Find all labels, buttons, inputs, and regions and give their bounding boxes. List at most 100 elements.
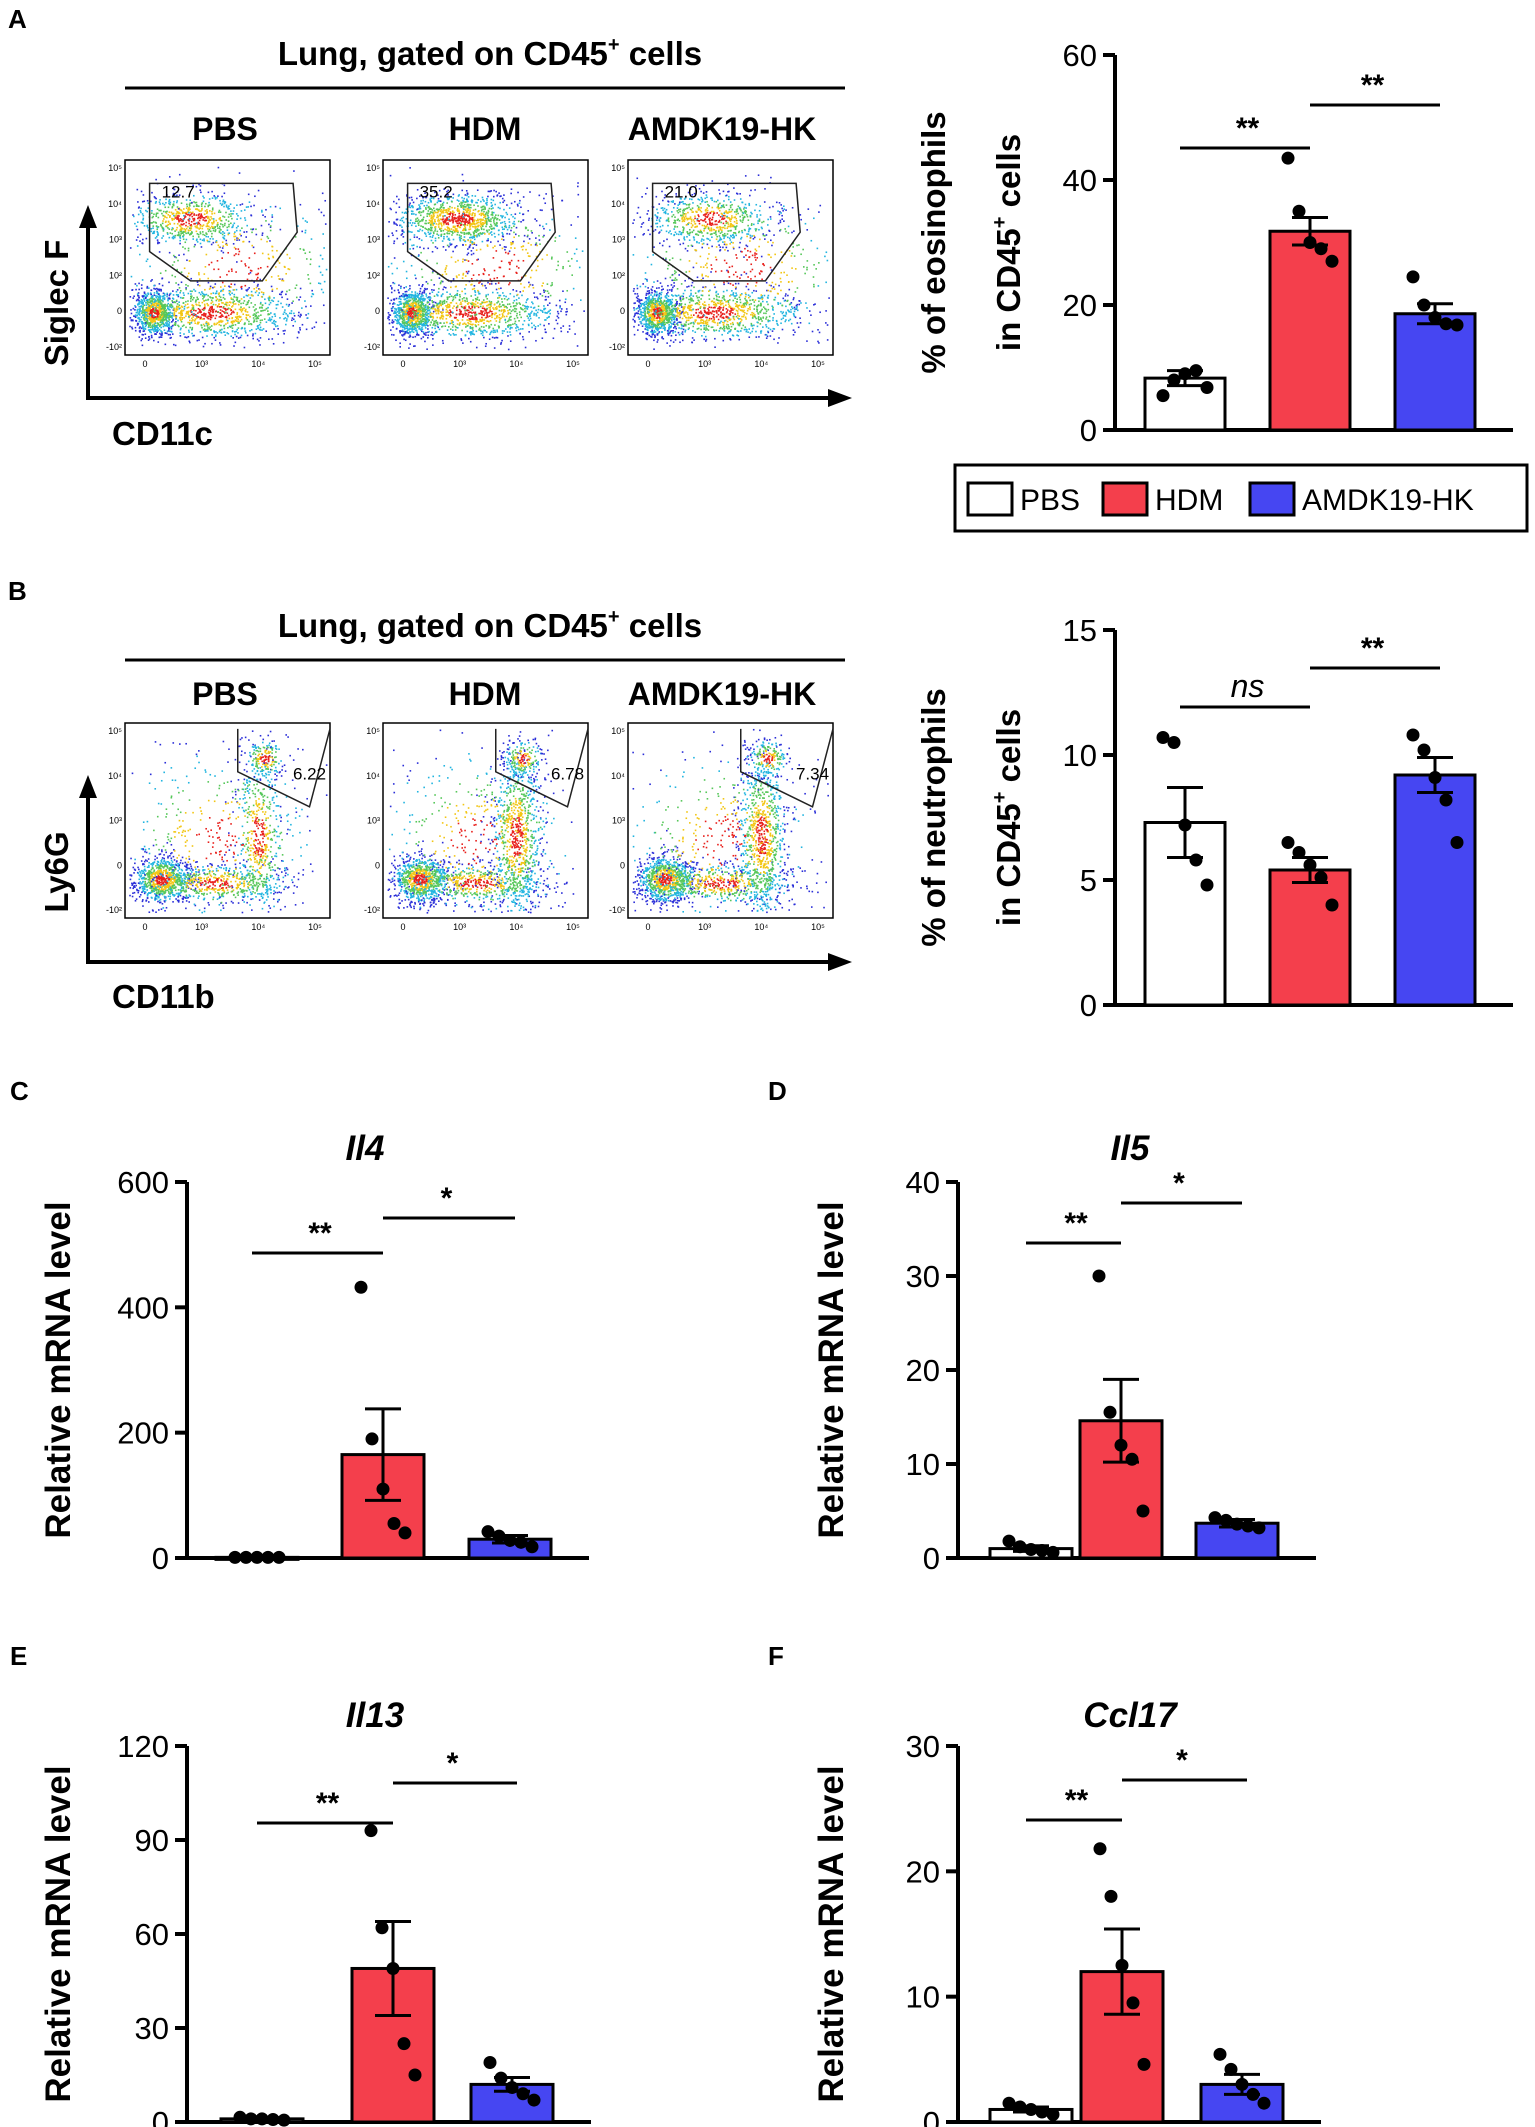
data-point	[503, 1533, 517, 1547]
data-point	[1178, 367, 1192, 381]
flow-tick-label-y: 0	[620, 860, 625, 870]
y-tick-label: 20	[1063, 288, 1097, 323]
significance-label: *	[1176, 1744, 1188, 1777]
flow-tick-label-x: 10⁴	[509, 922, 523, 932]
data-point	[481, 1525, 495, 1539]
panel-letter-A: A	[8, 4, 27, 34]
gate-polygon	[740, 728, 834, 808]
data-point	[1257, 2096, 1271, 2110]
flow-a-header: Lung, gated on CD45+ cells	[278, 34, 702, 72]
bar-hdm	[1268, 229, 1352, 432]
data-point	[1137, 2057, 1151, 2071]
flow-events	[387, 729, 575, 914]
flow-tick-label-y: -10²	[106, 342, 122, 352]
bar-chart-a: 0 20 40 60 % of eosinophils in CD45+ cells ** *…	[915, 38, 1513, 448]
flow-tick-label-y: 10²	[612, 270, 625, 280]
data-point	[1439, 317, 1453, 331]
significance-label: ns	[1231, 668, 1265, 704]
y-axis-label: Relative mRNA level	[39, 1201, 78, 1538]
data-point	[1013, 1540, 1027, 1554]
y-tick-label: 0	[152, 2105, 169, 2127]
flow-tick-label-y: 10⁴	[611, 199, 625, 209]
significance-label: **	[316, 1787, 340, 1820]
significance-label: **	[1361, 632, 1385, 665]
data-point	[1292, 846, 1306, 859]
flow-tick-label-y: -10²	[609, 342, 625, 352]
gate-value: 6.22	[293, 765, 326, 784]
gate-polygon	[148, 182, 298, 282]
y-tick-label: 90	[135, 1823, 169, 1858]
data-point	[387, 1517, 401, 1531]
bar-chart-b: 0 5 10 15 % of neutrophils in CD45+ cells ns **	[915, 613, 1513, 1023]
data-point	[1303, 858, 1317, 872]
data-point	[1325, 254, 1339, 268]
y-tick-label: 20	[906, 1854, 940, 1889]
flow-tick-label-x: 10⁴	[251, 922, 265, 932]
flow-plot-3: 10⁵ 10⁴ 10³ 10² 0 -10² 0 10³ 10⁴ 10⁵ 21.0	[609, 159, 834, 369]
flow-tick-label-y: 10⁴	[366, 771, 380, 781]
chart-title: Il4	[346, 1129, 385, 1168]
legend-label-hdm: HDM	[1155, 484, 1223, 517]
data-point	[386, 1961, 400, 1975]
flow-events	[632, 728, 829, 914]
flow-tick-label-x: 0	[645, 922, 650, 932]
flow-tick-label-y: 10⁵	[108, 163, 122, 173]
flow-a-y-label: Siglec F	[38, 240, 75, 367]
flow-tick-label-y: 10⁴	[108, 771, 122, 781]
flow-tick-label-y: 0	[117, 306, 122, 316]
data-point	[1246, 2087, 1260, 2101]
legend-swatch-amdk	[1248, 481, 1296, 517]
data-point	[516, 2087, 530, 2101]
flow-tick-label-x: 10³	[195, 922, 208, 932]
gate-polygon	[651, 182, 801, 282]
data-point	[1292, 204, 1306, 218]
data-point	[1417, 298, 1431, 312]
y-tick-label: 600	[117, 1165, 169, 1200]
data-point	[1281, 836, 1295, 849]
flow-a-x-arrow	[828, 389, 852, 407]
data-point	[1325, 898, 1339, 912]
flow-a-group-2: HDM	[449, 111, 522, 147]
flow-tick-label-y: 10⁵	[366, 726, 380, 736]
data-point	[1046, 2107, 1060, 2121]
chart-title: Il5	[1111, 1129, 1150, 1168]
flow-tick-label-y: -10²	[364, 905, 380, 915]
y-tick-label: 10	[906, 1980, 940, 2015]
flow-a-group-3: AMDK19-HK	[628, 111, 816, 147]
data-point	[1136, 1504, 1150, 1518]
legend-swatch-hdm	[1101, 481, 1149, 517]
flow-a-group-1: PBS	[192, 111, 258, 147]
y-tick-label: 30	[906, 1729, 940, 1764]
data-point	[1167, 736, 1181, 749]
data-point	[1035, 1543, 1049, 1557]
data-point	[1092, 1269, 1106, 1283]
flow-panel-b: Lung, gated on CD45+ cells PBS HDM AMDK1…	[38, 606, 852, 1015]
flow-events	[129, 166, 328, 349]
data-point	[1213, 2047, 1227, 2061]
y-tick-label: 60	[1063, 38, 1097, 73]
y-tick-label: 0	[1080, 988, 1097, 1023]
chart-title: Ccl17	[1083, 1696, 1178, 1735]
data-point	[1104, 1889, 1118, 1903]
flow-tick-label-x: 0	[400, 922, 405, 932]
data-point	[1189, 853, 1203, 867]
panel-letter-F: F	[768, 1641, 784, 1671]
y-axis-label: Relative mRNA level	[812, 1201, 851, 1538]
flow-tick-label-y: 0	[620, 306, 625, 316]
data-point	[1126, 1996, 1140, 2010]
flow-tick-label-y: 10⁴	[108, 199, 122, 209]
data-point	[1103, 1405, 1117, 1419]
data-point	[408, 2068, 422, 2082]
flow-tick-label-x: 10⁵	[566, 359, 580, 369]
flow-tick-label-y: 0	[375, 306, 380, 316]
flow-tick-label-y: 10³	[367, 816, 380, 826]
y-tick-label: 10	[906, 1447, 940, 1482]
data-point	[1303, 236, 1317, 249]
flow-tick-label-y: 10⁴	[366, 199, 380, 209]
data-point	[1241, 1519, 1255, 1533]
data-point	[1224, 2062, 1238, 2076]
flow-b-x-arrow	[828, 953, 852, 971]
